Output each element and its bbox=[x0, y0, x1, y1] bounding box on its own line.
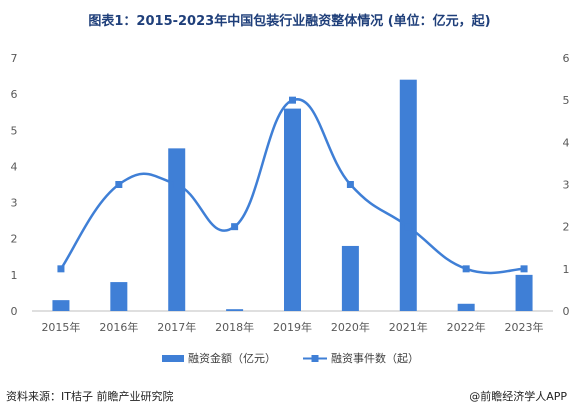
line-point bbox=[231, 223, 239, 231]
right-tick-label: 3 bbox=[563, 179, 570, 192]
bar bbox=[399, 79, 417, 311]
x-tick-label: 2023年 bbox=[505, 320, 544, 334]
legend-bar-swatch bbox=[162, 355, 184, 362]
left-tick-label: 2 bbox=[11, 233, 18, 246]
x-tick-label: 2022年 bbox=[447, 320, 486, 334]
x-axis: 2015年 2016年 2017年 2018年 2019年 2020年 2021年 2022年… bbox=[41, 320, 543, 334]
line-point bbox=[346, 181, 354, 188]
line-point bbox=[404, 223, 412, 231]
right-tick-label: 2 bbox=[563, 221, 570, 234]
left-tick-label: 5 bbox=[11, 124, 18, 137]
bar bbox=[52, 300, 70, 311]
legend-line-marker bbox=[311, 355, 319, 362]
left-tick-label: 4 bbox=[11, 160, 18, 173]
x-tick-label: 2020年 bbox=[331, 320, 370, 334]
bar bbox=[226, 309, 244, 311]
left-tick-label: 3 bbox=[11, 197, 18, 210]
bar bbox=[110, 282, 128, 311]
left-tick-label: 6 bbox=[11, 88, 18, 101]
right-tick-label: 6 bbox=[563, 52, 570, 65]
right-tick-label: 0 bbox=[563, 305, 570, 318]
bar bbox=[284, 108, 301, 311]
x-tick-label: 2016年 bbox=[99, 320, 138, 334]
right-tick-label: 5 bbox=[563, 94, 570, 107]
right-axis: 0 1 2 3 4 5 6 bbox=[563, 52, 570, 318]
legend-line-label: 融资事件数（起） bbox=[331, 352, 419, 365]
bar-series bbox=[52, 79, 533, 311]
line-point bbox=[115, 181, 123, 188]
line-point bbox=[57, 265, 65, 273]
x-tick-label: 2019年 bbox=[273, 320, 312, 334]
right-tick-label: 4 bbox=[563, 136, 570, 149]
bar bbox=[457, 303, 475, 311]
x-tick-label: 2017年 bbox=[157, 320, 196, 334]
bar bbox=[515, 274, 533, 311]
right-tick-label: 1 bbox=[563, 263, 570, 276]
line-series bbox=[57, 96, 528, 275]
left-axis: 0 1 2 3 4 5 6 7 bbox=[11, 52, 18, 318]
left-tick-label: 1 bbox=[11, 269, 18, 282]
line-point bbox=[462, 265, 470, 273]
line-point bbox=[520, 265, 528, 273]
x-tick-label: 2015年 bbox=[41, 320, 80, 334]
x-tick-label: 2018年 bbox=[215, 320, 254, 334]
line-point bbox=[289, 96, 296, 104]
left-tick-label: 0 bbox=[11, 305, 18, 318]
line-point bbox=[173, 181, 181, 188]
bar bbox=[341, 245, 359, 311]
legend: 融资金额（亿元） 融资事件数（起） bbox=[162, 351, 419, 365]
legend-bar-label: 融资金额（亿元） bbox=[188, 351, 276, 365]
chart-title: 图表1：2015-2023年中国包装行业融资整体情况 (单位：亿元，起) bbox=[88, 14, 491, 29]
series-line bbox=[59, 98, 525, 275]
credit-note: @前瞻经济学人APP bbox=[469, 390, 567, 403]
left-tick-label: 7 bbox=[11, 52, 18, 65]
bar bbox=[168, 148, 186, 311]
x-tick-label: 2021年 bbox=[389, 320, 428, 334]
source-note: 资料来源：IT桔子 前瞻产业研究院 bbox=[6, 390, 174, 403]
